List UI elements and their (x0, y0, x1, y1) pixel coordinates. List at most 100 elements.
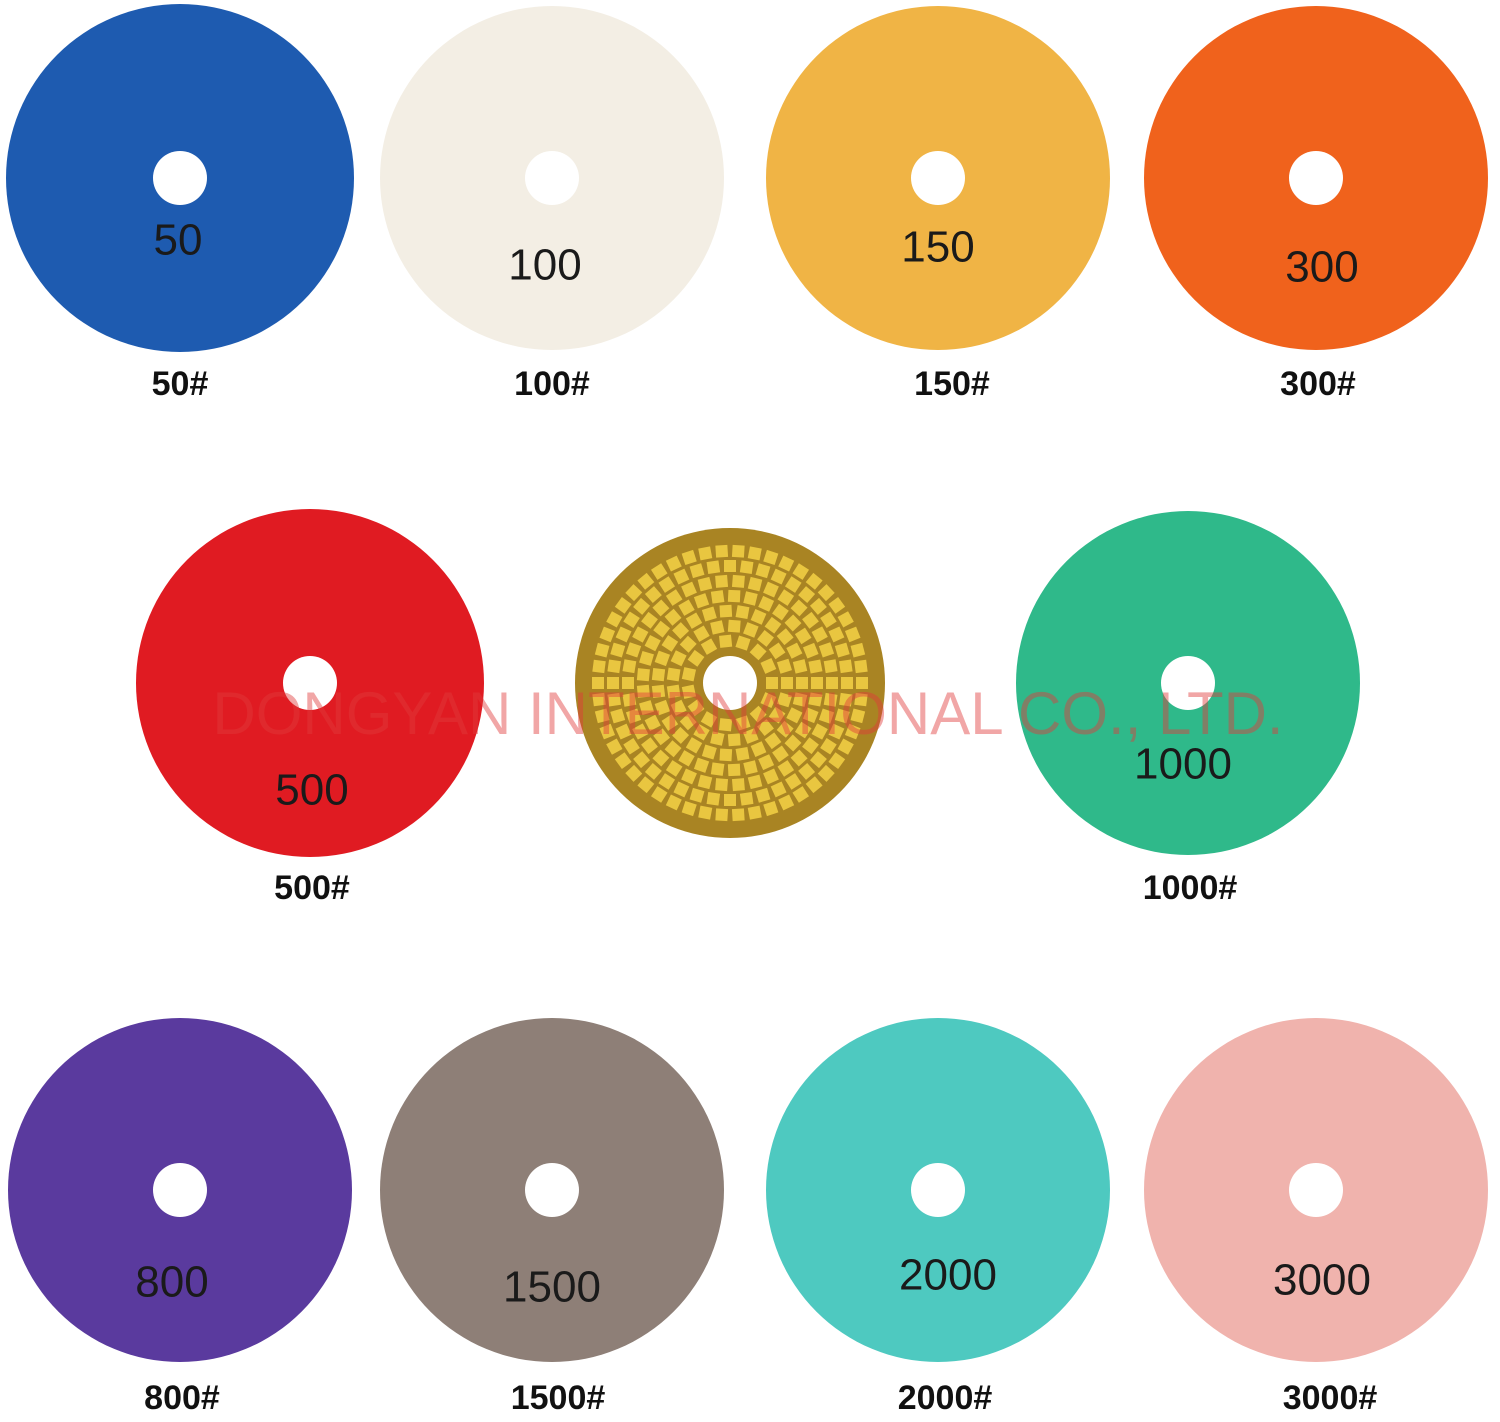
segment (622, 692, 637, 707)
pad-hole (525, 151, 579, 205)
segment (594, 708, 610, 724)
segment (772, 745, 789, 763)
segment (715, 808, 729, 822)
segment (697, 774, 713, 790)
segment (731, 544, 745, 558)
segment (792, 692, 808, 707)
segment (837, 611, 854, 628)
pad-caption: 50# (152, 365, 209, 403)
segment (664, 608, 682, 626)
segment (678, 599, 695, 616)
pad-hole (911, 151, 965, 205)
pad-number: 3000 (1273, 1256, 1371, 1305)
segment (651, 684, 666, 699)
segment (632, 626, 649, 643)
segment (693, 757, 710, 773)
segment (665, 794, 682, 811)
segment (606, 611, 623, 628)
segment (661, 635, 679, 652)
segment (854, 659, 868, 674)
segment (727, 589, 741, 603)
segment (700, 638, 718, 655)
segment (664, 740, 682, 758)
segment (735, 715, 751, 731)
pad-number: 50 (154, 216, 203, 265)
segment (637, 572, 655, 590)
segment (731, 808, 745, 822)
segment (615, 723, 632, 740)
segment (681, 684, 697, 699)
segment (784, 734, 802, 752)
segment (834, 642, 850, 658)
segment (798, 762, 816, 780)
segment (760, 657, 777, 674)
segment (666, 684, 681, 699)
pad-caption: 800# (144, 1379, 220, 1417)
segment (673, 781, 690, 798)
segment (636, 684, 650, 698)
segment (697, 576, 713, 592)
segment (689, 563, 705, 579)
pad-caption: 150# (914, 365, 990, 403)
segment (811, 677, 823, 689)
segment (837, 738, 854, 755)
segment (654, 650, 671, 667)
segment (763, 768, 779, 785)
segment (701, 606, 717, 622)
pad-hole (153, 1163, 207, 1217)
pad-caption: 300# (1280, 365, 1356, 403)
segment (764, 616, 782, 634)
segment (790, 599, 808, 617)
segment (808, 659, 823, 674)
segment (747, 576, 763, 592)
segment (850, 708, 866, 724)
pad-caption: 3000# (1283, 1379, 1378, 1417)
segment (811, 723, 828, 740)
segment (623, 611, 640, 629)
segment (817, 584, 835, 602)
segment (777, 589, 795, 606)
segment (607, 692, 621, 707)
pad-number: 800 (135, 1258, 208, 1307)
segment (811, 626, 828, 643)
segment (623, 737, 640, 755)
pad-hole (153, 151, 207, 205)
segment (828, 597, 846, 614)
segment (856, 677, 868, 689)
segment (802, 737, 819, 755)
segment (839, 659, 853, 674)
pad-hole (283, 656, 337, 710)
segment (719, 604, 733, 618)
pad-hole (911, 1163, 965, 1217)
segment (665, 589, 683, 606)
segment (658, 773, 676, 790)
segment (757, 719, 774, 736)
pad-caption: 500# (274, 869, 350, 907)
segment (792, 563, 810, 580)
segment (644, 586, 662, 604)
segment (651, 667, 666, 682)
pad-caption: 1000# (1143, 869, 1238, 907)
segment (641, 611, 658, 629)
segment (820, 611, 837, 629)
segment (760, 692, 777, 709)
segment (784, 773, 802, 790)
segment (820, 737, 837, 755)
segment (755, 563, 771, 579)
segment (644, 762, 662, 780)
segment (781, 677, 793, 689)
segment (715, 574, 729, 588)
segment (670, 699, 687, 716)
segment (678, 750, 695, 767)
segment (823, 659, 838, 674)
segment (794, 721, 812, 739)
segment (685, 612, 703, 629)
segment (763, 800, 779, 817)
segment (710, 620, 725, 635)
segment (610, 642, 626, 658)
segment (681, 768, 697, 785)
segment (700, 711, 718, 728)
segment (719, 634, 733, 648)
segment (719, 748, 733, 762)
segment (698, 546, 713, 561)
